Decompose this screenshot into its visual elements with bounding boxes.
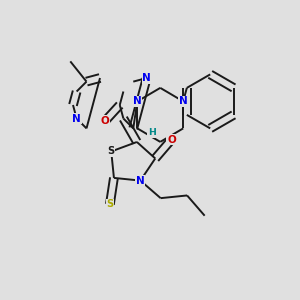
Text: N: N (133, 96, 142, 106)
Text: O: O (167, 135, 176, 145)
Text: N: N (142, 73, 151, 83)
Text: N: N (72, 113, 81, 124)
Text: S: S (106, 200, 113, 209)
Text: N: N (179, 96, 188, 106)
Text: O: O (100, 116, 109, 126)
Text: H: H (148, 128, 156, 137)
Text: S: S (108, 146, 115, 156)
Text: N: N (136, 176, 145, 186)
